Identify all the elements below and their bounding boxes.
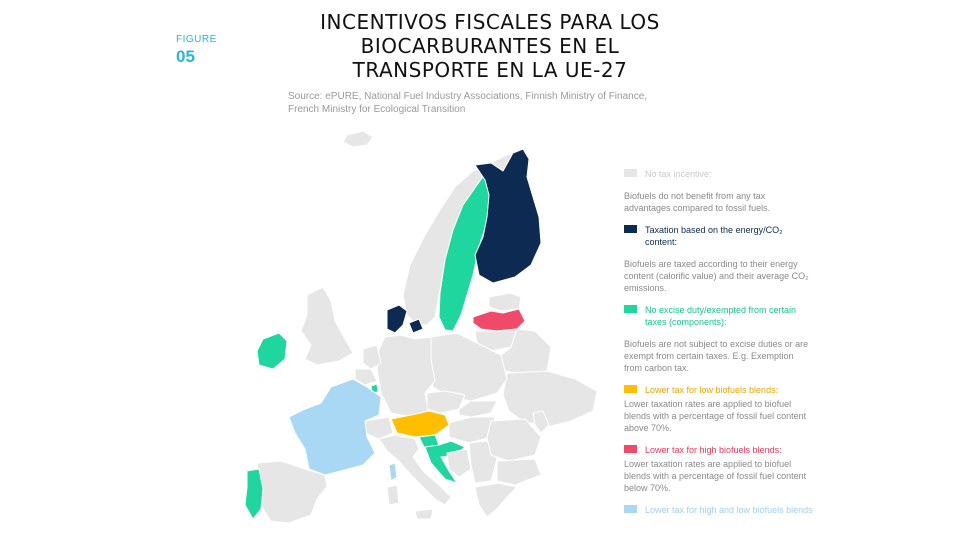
legend-item-energy-co2: Taxation based on the energy/CO₂ content… (624, 224, 814, 294)
legend-item-exempt: No excise duty/exempted from certain tax… (624, 304, 814, 374)
map-corsica (388, 462, 398, 482)
map-belgium (354, 368, 378, 386)
legend-item-high-low-blend: Lower tax for high and low biofuels blen… (624, 504, 814, 516)
title-line-3: TRANSPORTE EN LA UE-27 (352, 58, 628, 82)
title-line-1: INCENTIVOS FISCALES PARA LOS (320, 10, 660, 34)
legend: No tax incentive: Biofuels do not benefi… (624, 168, 814, 526)
figure-number: 05 (176, 47, 195, 66)
page-title: INCENTIVOS FISCALES PARA LOS BIOCARBURAN… (250, 10, 730, 82)
map-sardinia (386, 484, 400, 506)
legend-label-no-incentive: No tax incentive: (645, 169, 712, 179)
legend-swatch-exempt (624, 305, 637, 313)
legend-desc-no-incentive: Biofuels do not benefit from any tax adv… (624, 191, 771, 213)
map-bulgaria (496, 458, 542, 486)
map-ukraine (502, 370, 598, 428)
map-denmark-islands (408, 318, 424, 334)
map-germany (376, 334, 436, 418)
europe-map (235, 125, 635, 525)
map-iceland (342, 130, 374, 148)
figure-label: FIGURE (176, 34, 217, 45)
map-denmark (386, 304, 408, 334)
title-line-2: BIOCARBURANTES EN EL (360, 34, 620, 58)
map-switzerland (364, 416, 394, 440)
map-finland (474, 148, 542, 284)
map-sicily (414, 508, 434, 520)
legend-label-high-low-blend: Lower tax for high and low biofuels blen… (645, 505, 813, 515)
source-note: Source: ePURE, National Fuel Industry As… (288, 91, 648, 115)
map-estonia (488, 292, 522, 312)
map-uk (300, 286, 354, 366)
legend-swatch-energy-co2 (624, 225, 637, 233)
legend-desc-energy-co2: Biofuels are taxed according to their en… (624, 259, 809, 293)
map-slovakia (458, 400, 498, 418)
map-ireland (256, 332, 288, 370)
legend-label-low-blend: Lower tax for low biofuels blends: (645, 385, 779, 395)
map-latvia (472, 308, 526, 332)
map-moldova (532, 410, 550, 434)
legend-item-low-blend: Lower tax for low biofuels blends: Lower… (624, 384, 814, 434)
legend-swatch-high-low-blend (624, 505, 637, 513)
legend-desc-low-blend: Lower taxation rates are applied to biof… (624, 399, 807, 433)
map-netherlands (362, 344, 382, 370)
map-greece (474, 482, 518, 518)
legend-swatch-high-blend (624, 445, 637, 453)
legend-label-energy-co2: Taxation based on the energy/CO₂ content… (645, 225, 783, 247)
map-italy (378, 434, 452, 506)
map-portugal (244, 468, 264, 520)
map-spain (256, 460, 328, 524)
legend-item-high-blend: Lower tax for high biofuels blends: Lowe… (624, 444, 814, 494)
map-bosnia (446, 448, 472, 478)
europe-map-svg (244, 130, 598, 524)
map-france (288, 378, 382, 476)
legend-swatch-no-incentive (624, 169, 637, 177)
legend-swatch-low-blend (624, 385, 637, 393)
map-romania (486, 418, 542, 462)
legend-desc-exempt: Biofuels are not subject to excise dutie… (624, 339, 809, 373)
legend-label-exempt: No excise duty/exempted from certain tax… (645, 305, 797, 327)
legend-label-high-blend: Lower tax for high biofuels blends: (645, 445, 782, 455)
legend-item-no-incentive: No tax incentive: Biofuels do not benefi… (624, 168, 814, 214)
legend-desc-high-blend: Lower taxation rates are applied to biof… (624, 459, 807, 493)
